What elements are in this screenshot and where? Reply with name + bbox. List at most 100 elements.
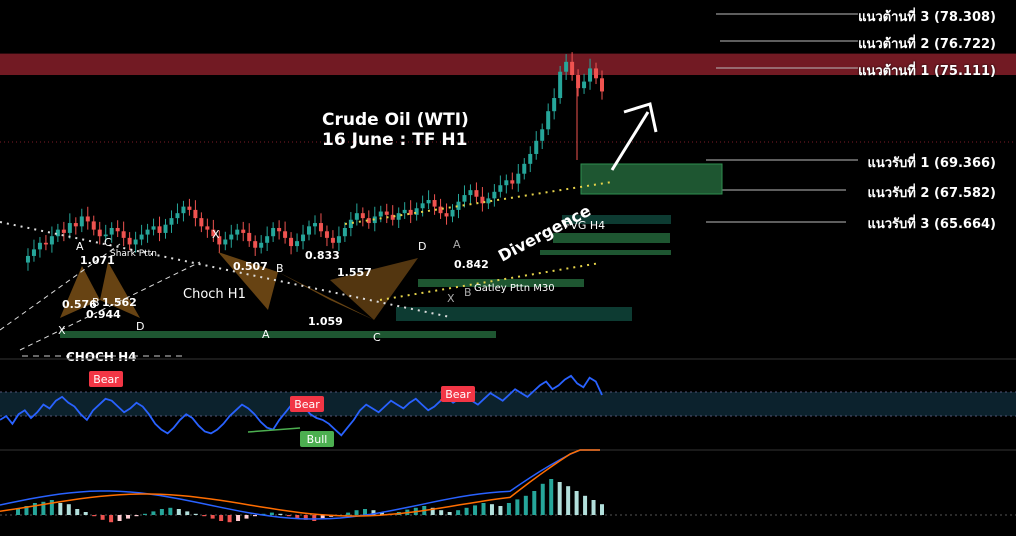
macd-hist-bar	[489, 504, 494, 515]
candle	[271, 222, 276, 242]
pattern-point-x3: X	[447, 292, 455, 305]
candle	[456, 193, 461, 219]
candle	[582, 73, 587, 94]
pattern-point-r4: 0.944	[86, 308, 121, 321]
macd-hist-bar	[557, 482, 562, 515]
candle	[85, 206, 90, 230]
macd-hist-bar	[447, 512, 452, 515]
candle-body	[528, 153, 533, 164]
candle	[247, 223, 252, 247]
demand-zone-1	[580, 163, 723, 195]
candle-body	[480, 196, 485, 204]
candle-body	[378, 211, 383, 217]
macd-hist-bar	[600, 504, 604, 515]
macd-hist-bar	[41, 501, 46, 515]
candle-body	[474, 190, 479, 197]
candle-body	[151, 226, 156, 230]
channel-line-2	[19, 261, 201, 351]
macd-hist-bar	[24, 506, 29, 515]
macd-hist-bar	[523, 495, 528, 515]
candle	[277, 220, 282, 240]
candle-body	[600, 78, 604, 92]
candle	[486, 192, 491, 210]
rsi-signal-label: Bull	[307, 433, 328, 446]
candle-body	[588, 68, 593, 82]
candle-body	[390, 214, 395, 220]
candle-body	[67, 223, 72, 233]
pattern-point-b1: B	[92, 296, 100, 309]
pattern-point-r3: 1.562	[102, 296, 137, 309]
candle-body	[594, 68, 599, 79]
pattern-point-b3: B	[464, 286, 472, 299]
demand-zone-5	[60, 331, 496, 338]
candle-body	[61, 229, 66, 233]
macd-hist-bar	[515, 499, 520, 515]
macd-hist-bar	[193, 513, 198, 515]
candle	[235, 223, 240, 241]
macd-line	[0, 449, 600, 520]
macd-hist-bar	[473, 505, 478, 515]
candle-body	[414, 208, 419, 215]
macd-hist-bar	[354, 510, 359, 515]
candle-body	[510, 180, 515, 184]
candle	[199, 212, 204, 233]
macd-hist-bar	[151, 511, 156, 515]
macd-hist-bar	[134, 515, 139, 517]
candle	[97, 221, 102, 245]
pattern-point-r5: 0.507	[233, 260, 268, 273]
rsi-signal-box	[300, 431, 334, 447]
choch-h1-label: Choch H1	[183, 287, 246, 302]
candle-body	[498, 185, 503, 192]
candle-body	[408, 209, 413, 215]
candle-body	[49, 236, 54, 245]
signal-line	[0, 449, 600, 517]
pattern-point-d1: D	[136, 320, 144, 333]
macd-hist-bar	[176, 509, 181, 515]
rsi-signal-label: Bear	[445, 388, 471, 401]
candle-body	[534, 140, 539, 154]
macd-hist-bar	[286, 515, 291, 517]
candle	[528, 146, 533, 173]
candle	[342, 222, 347, 242]
candle-body	[79, 216, 84, 227]
rsi-signal-badge: Bear	[89, 371, 123, 387]
candle-body	[85, 216, 90, 222]
candle-body	[426, 200, 431, 204]
candle	[217, 230, 222, 253]
chart-title: Crude Oil (WTI) 16 June : TF H1	[322, 110, 469, 150]
candle-body	[564, 61, 569, 72]
macd-hist-bar	[574, 491, 579, 515]
candle	[205, 218, 210, 238]
macd-hist-bar	[346, 512, 351, 515]
pattern-point-d2: D	[418, 240, 426, 253]
candle-body	[199, 218, 204, 227]
macd-hist-bar	[591, 500, 596, 515]
candle	[253, 235, 258, 256]
candle-body	[289, 237, 294, 247]
candle-body	[546, 111, 551, 130]
candle	[396, 207, 401, 228]
candle	[378, 205, 383, 223]
candle-body	[205, 226, 210, 230]
candle-body	[324, 231, 329, 238]
candle	[318, 213, 323, 238]
candle	[31, 239, 36, 262]
candle-body	[504, 180, 509, 186]
choch-h4-label: CHOCH H4	[66, 350, 136, 364]
candle	[133, 231, 138, 253]
candle-body	[444, 213, 449, 217]
macd-hist-bar	[540, 483, 545, 515]
demand-zone-2	[553, 233, 670, 243]
candle-body	[295, 241, 300, 247]
macd-hist-bar	[66, 504, 71, 515]
candle	[121, 221, 126, 247]
candle	[540, 123, 545, 150]
candle-body	[450, 209, 455, 217]
candle-body	[271, 227, 276, 237]
trendline-upper	[344, 181, 613, 225]
candle-body	[492, 191, 497, 199]
candle	[594, 62, 599, 85]
candle	[492, 184, 497, 207]
candle-body	[253, 241, 258, 248]
candle	[163, 218, 168, 239]
